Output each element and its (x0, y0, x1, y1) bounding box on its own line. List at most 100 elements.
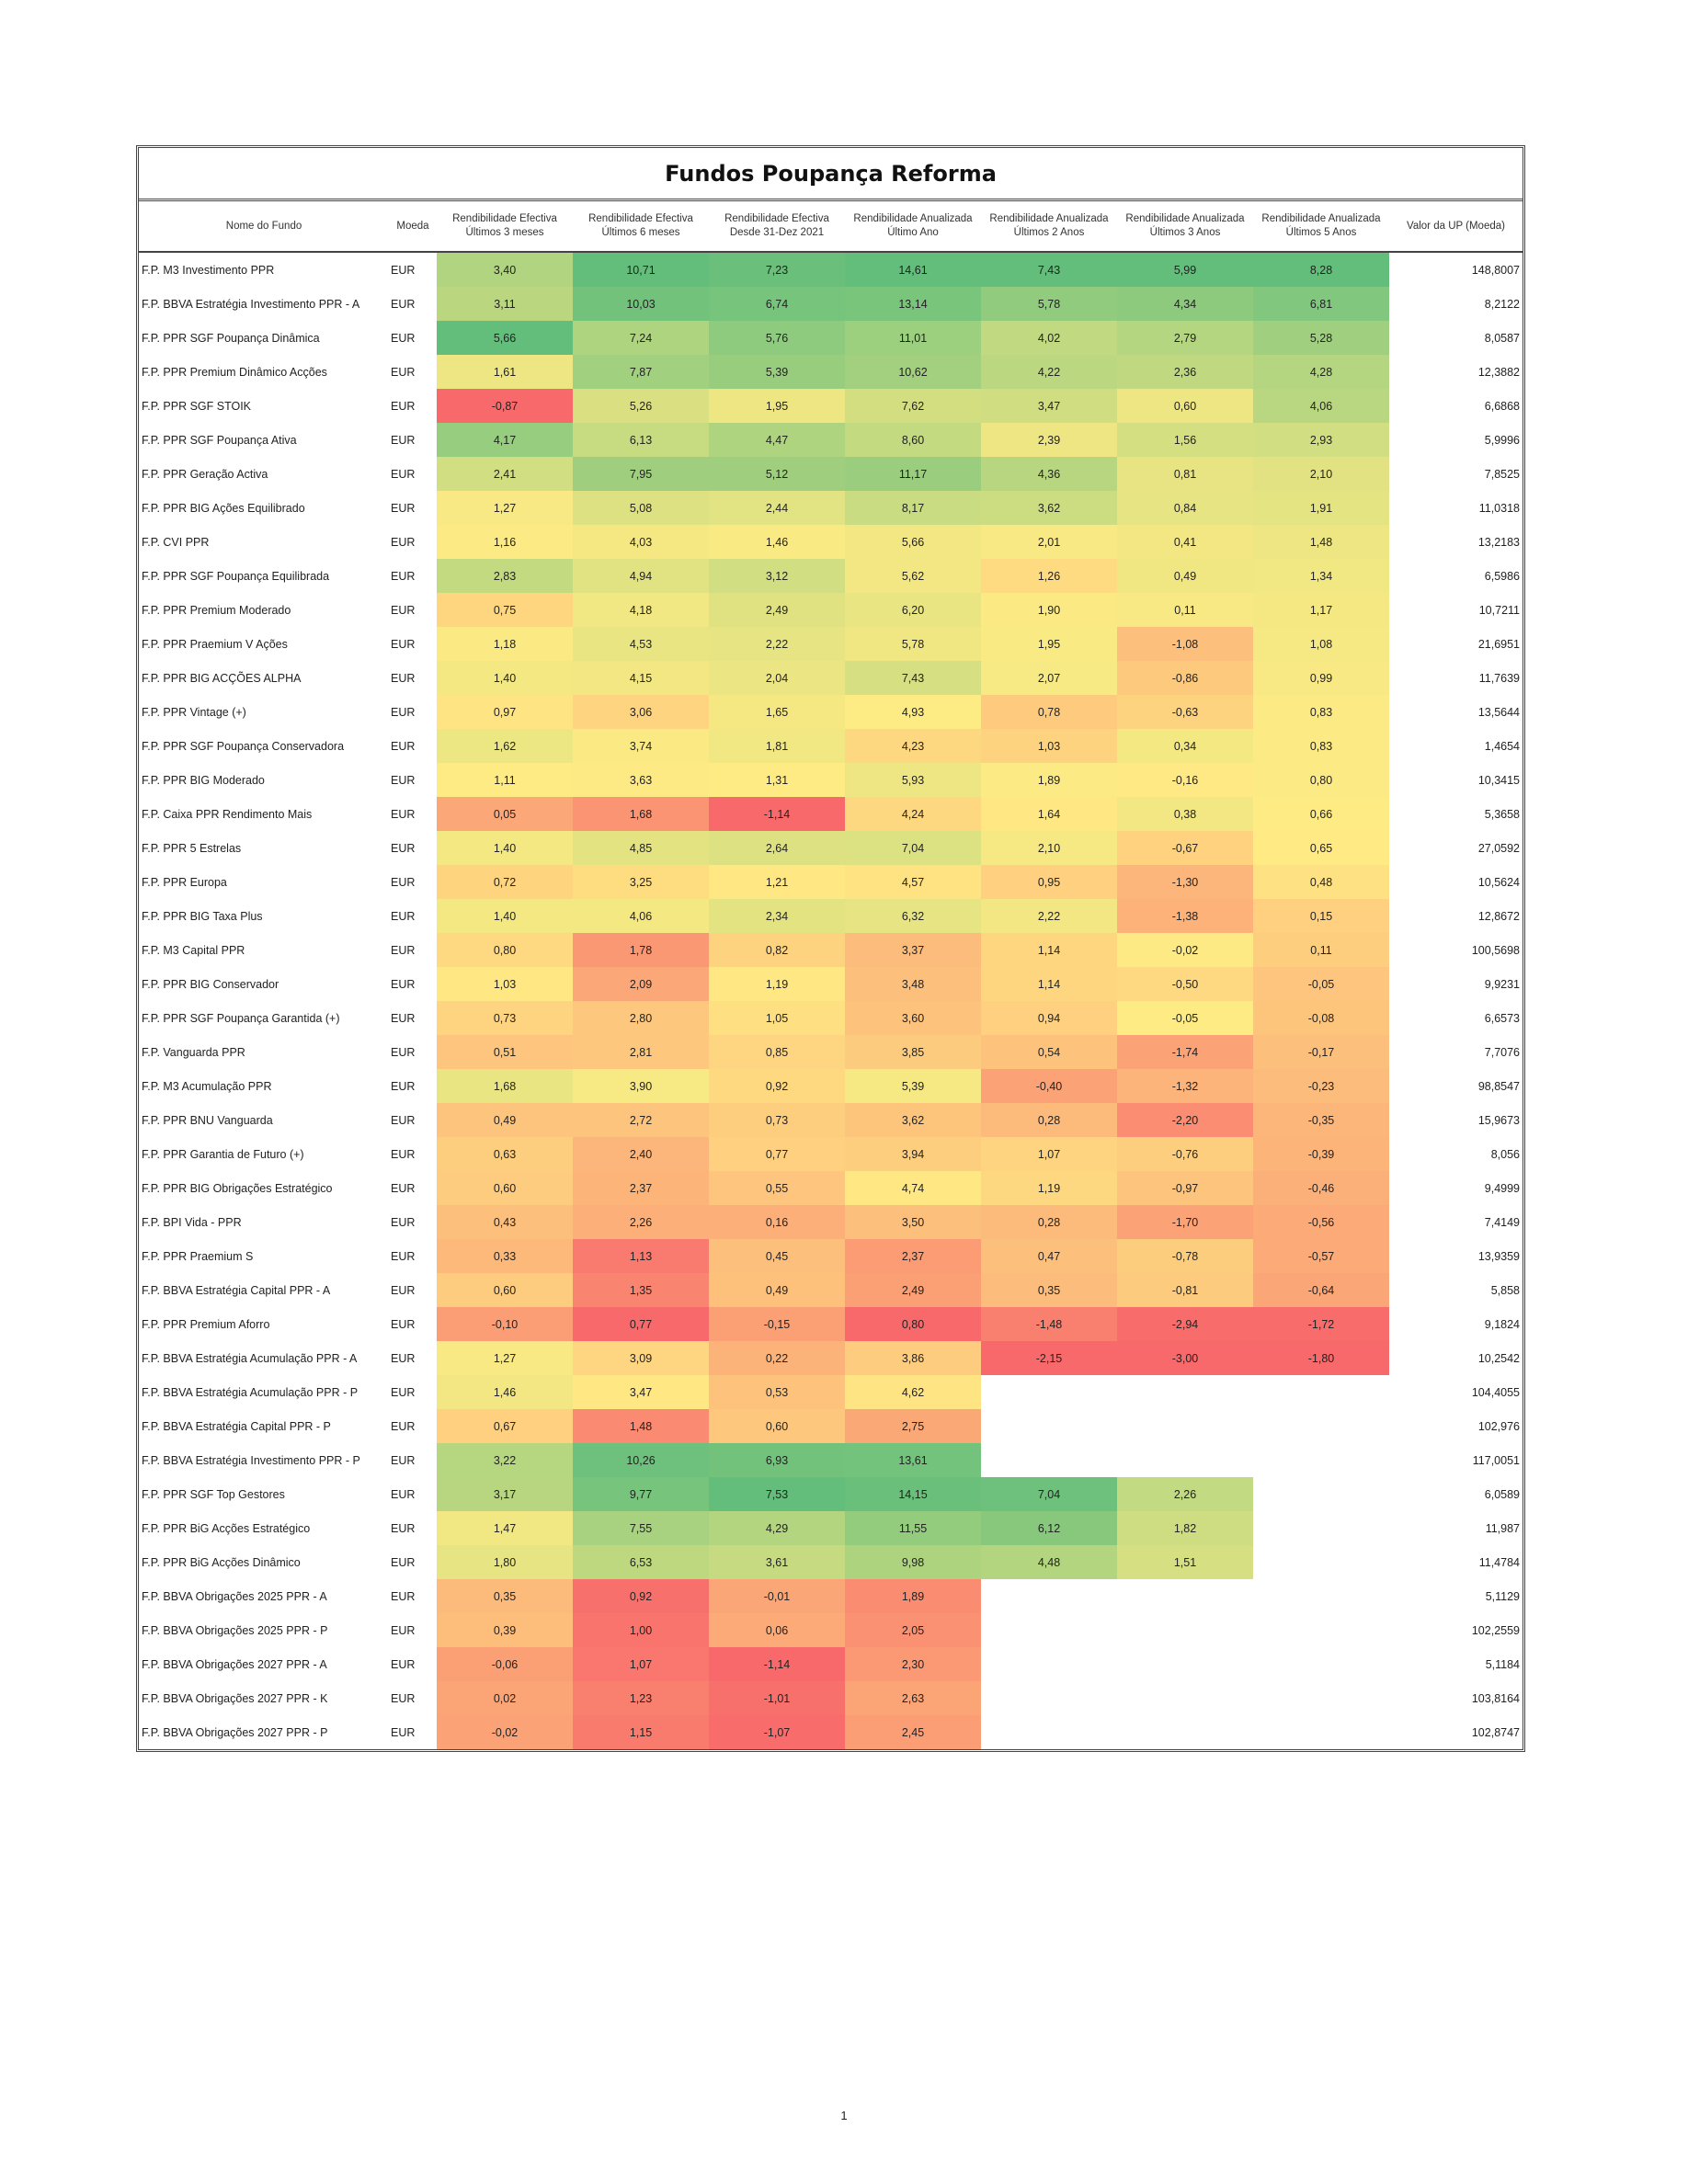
fund-name-cell: F.P. BBVA Obrigações 2027 PPR - K (142, 1691, 328, 1705)
table-row: F.P. BBVA Estratégia Acumulação PPR - P E… (139, 1375, 1523, 1409)
funds-table: Nome do Fundo Moeda Rendibilidade Efecti… (139, 201, 1523, 1749)
return-6m-cell: 10,03 (573, 287, 709, 321)
fund-name-cell: F.P. PPR Premium Dinâmico Acções (142, 365, 327, 379)
annualized-2y-cell (981, 1409, 1117, 1443)
fund-name-cell: F.P. PPR BIG Ações Equilibrado (142, 501, 305, 515)
table-row: F.P. PPR BiG Acções Estratégico EUR 1,47 7,… (139, 1511, 1523, 1545)
return-ytd-cell: 6,93 (709, 1443, 845, 1477)
return-ytd-cell: 1,46 (709, 525, 845, 559)
header-return-ytd: Rendibilidade Efectiva Desde 31-Dez 2021 (709, 201, 845, 253)
unit-value-cell: 8,2122 (1484, 297, 1520, 311)
table-row: F.P. PPR BIG Obrigações Estratégico EUR 0,… (139, 1171, 1523, 1205)
annualized-1y-cell: 14,15 (845, 1477, 981, 1511)
return-ytd-cell: 0,49 (709, 1273, 845, 1307)
table-row: F.P. M3 Investimento PPR EUR 3,40 10,71 7,23… (139, 252, 1523, 287)
annualized-1y-cell: 5,93 (845, 763, 981, 797)
annualized-2y-cell: 4,22 (981, 355, 1117, 389)
return-6m-cell: 4,94 (573, 559, 709, 593)
currency-cell: EUR (391, 1079, 416, 1093)
page-number: 1 (840, 2109, 848, 2122)
return-ytd-cell: -1,14 (709, 1647, 845, 1681)
annualized-2y-cell: 1,26 (981, 559, 1117, 593)
fund-name-cell: F.P. PPR BIG Moderado (142, 773, 265, 787)
table-row: F.P. PPR SGF Poupança Ativa EUR 4,17 6,13 4,… (139, 423, 1523, 457)
currency-cell: EUR (391, 1283, 416, 1297)
fund-name-cell: F.P. BBVA Obrigações 2027 PPR - P (142, 1725, 328, 1739)
table-row: F.P. BBVA Estratégia Investimento PPR - … (139, 1443, 1523, 1477)
table-row: F.P. PPR BiG Acções Dinâmico EUR 1,80 6,53 3… (139, 1545, 1523, 1579)
annualized-1y-cell: 6,20 (845, 593, 981, 627)
return-6m-cell: 6,53 (573, 1545, 709, 1579)
annualized-5y-cell: 0,99 (1253, 661, 1389, 695)
annualized-5y-cell: 0,83 (1253, 695, 1389, 729)
header-annualized-2y: Rendibilidade Anualizada Últimos 2 Anos (981, 201, 1117, 253)
table-row: F.P. PPR SGF Poupança Equilibrada EUR 2,83… (139, 559, 1523, 593)
table-row: F.P. PPR Premium Dinâmico Acções EUR 1,61 7… (139, 355, 1523, 389)
unit-value-cell: 98,8547 (1477, 1079, 1520, 1093)
return-3m-cell: 5,66 (437, 321, 573, 355)
currency-cell: EUR (391, 297, 416, 311)
table-row: F.P. PPR Praemium S EUR 0,33 1,13 0,45 2,37 0,… (139, 1239, 1523, 1273)
table-row: F.P. BBVA Obrigações 2025 PPR - P EUR 0,39… (139, 1613, 1523, 1647)
return-ytd-cell: 3,12 (709, 559, 845, 593)
return-6m-cell: 3,47 (573, 1375, 709, 1409)
annualized-1y-cell: 14,61 (845, 252, 981, 287)
fund-name-cell: F.P. PPR Garantia de Futuro (+) (142, 1147, 304, 1161)
return-3m-cell: 1,03 (437, 967, 573, 1001)
annualized-3y-cell: 2,26 (1117, 1477, 1253, 1511)
return-3m-cell: 1,18 (437, 627, 573, 661)
return-3m-cell: 1,80 (437, 1545, 573, 1579)
annualized-3y-cell (1117, 1375, 1253, 1409)
fund-name-cell: F.P. PPR SGF STOIK (142, 399, 252, 413)
return-3m-cell: 0,60 (437, 1171, 573, 1205)
return-3m-cell: 0,67 (437, 1409, 573, 1443)
fund-name-cell: F.P. PPR SGF Poupança Garantida (+) (142, 1011, 340, 1025)
unit-value-cell: 5,1129 (1485, 1589, 1520, 1603)
annualized-5y-cell (1253, 1681, 1389, 1715)
annualized-5y-cell (1253, 1409, 1389, 1443)
return-6m-cell: 7,95 (573, 457, 709, 491)
unit-value-cell: 5,9996 (1484, 433, 1520, 447)
annualized-1y-cell: 4,62 (845, 1375, 981, 1409)
annualized-3y-cell: 2,79 (1117, 321, 1253, 355)
table-row: F.P. PPR Praemium V Ações EUR 1,18 4,53 2,22… (139, 627, 1523, 661)
annualized-2y-cell: 1,14 (981, 933, 1117, 967)
annualized-5y-cell: 5,28 (1253, 321, 1389, 355)
unit-value-cell: 7,7076 (1484, 1045, 1520, 1059)
fund-name-cell: F.P. BPI Vida - PPR (142, 1215, 242, 1229)
annualized-2y-cell: 0,95 (981, 865, 1117, 899)
annualized-2y-cell: -1,48 (981, 1307, 1117, 1341)
annualized-3y-cell (1117, 1715, 1253, 1749)
annualized-1y-cell: 6,32 (845, 899, 981, 933)
annualized-3y-cell: 0,81 (1117, 457, 1253, 491)
unit-value-cell: 9,4999 (1484, 1181, 1520, 1195)
table-row: F.P. PPR BNU Vanguarda EUR 0,49 2,72 0,73 3,6… (139, 1103, 1523, 1137)
return-6m-cell: 4,03 (573, 525, 709, 559)
currency-cell: EUR (391, 1555, 416, 1569)
annualized-2y-cell: 1,64 (981, 797, 1117, 831)
annualized-2y-cell (981, 1647, 1117, 1681)
return-6m-cell: 3,25 (573, 865, 709, 899)
annualized-5y-cell: 0,15 (1253, 899, 1389, 933)
return-6m-cell: 3,90 (573, 1069, 709, 1103)
annualized-3y-cell: -2,94 (1117, 1307, 1253, 1341)
return-ytd-cell: 1,81 (709, 729, 845, 763)
currency-cell: EUR (391, 1589, 416, 1603)
annualized-3y-cell: -0,16 (1117, 763, 1253, 797)
currency-cell: EUR (391, 433, 416, 447)
header-return-3m: Rendibilidade Efectiva Últimos 3 meses (437, 201, 573, 253)
annualized-5y-cell (1253, 1613, 1389, 1647)
currency-cell: EUR (391, 399, 416, 413)
return-ytd-cell: 0,85 (709, 1035, 845, 1069)
table-row: F.P. PPR BIG Moderado EUR 1,11 3,63 1,31 5,93… (139, 763, 1523, 797)
annualized-5y-cell: -0,39 (1253, 1137, 1389, 1171)
annualized-1y-cell: 4,74 (845, 1171, 981, 1205)
annualized-1y-cell: 9,98 (845, 1545, 981, 1579)
annualized-3y-cell: -1,74 (1117, 1035, 1253, 1069)
fund-name-cell: F.P. PPR 5 Estrelas (142, 841, 242, 855)
annualized-2y-cell: 1,07 (981, 1137, 1117, 1171)
annualized-3y-cell (1117, 1579, 1253, 1613)
unit-value-cell: 13,9359 (1477, 1249, 1520, 1263)
annualized-1y-cell: 5,66 (845, 525, 981, 559)
annualized-5y-cell: 8,28 (1253, 252, 1389, 287)
